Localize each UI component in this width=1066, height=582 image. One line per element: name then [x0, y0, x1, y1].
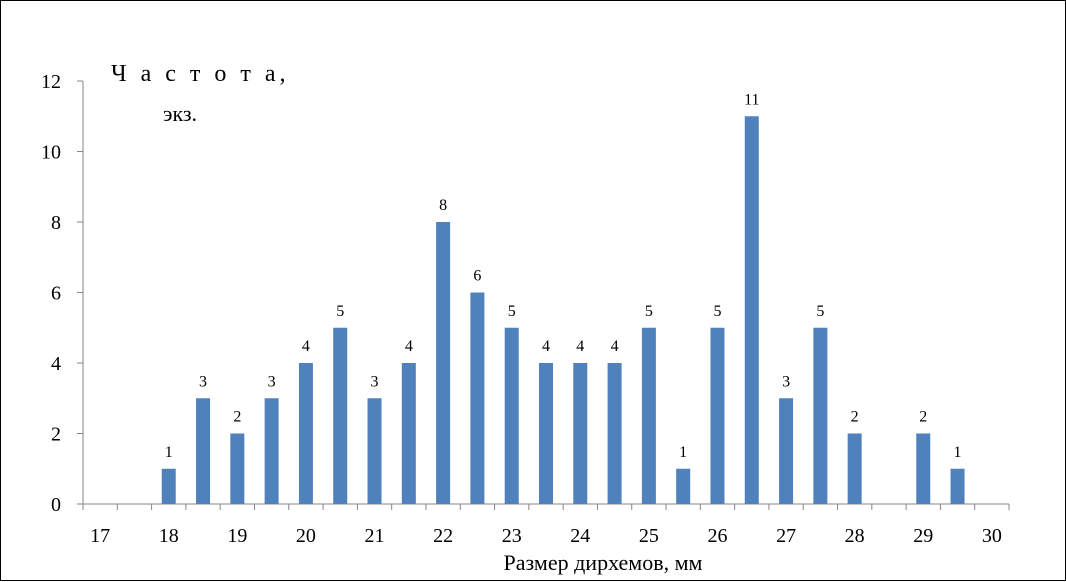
x-tick-label: 29 [913, 525, 933, 547]
bar [710, 327, 725, 504]
bar [367, 398, 382, 504]
bar-data-label: 4 [405, 338, 413, 355]
bar-data-label: 2 [851, 409, 859, 426]
bar-data-label: 3 [782, 373, 790, 390]
bar-data-label: 5 [713, 303, 721, 320]
bar-data-label: 4 [611, 338, 619, 355]
bar [641, 327, 656, 504]
bar [779, 398, 794, 504]
bar [161, 468, 176, 504]
bar [744, 116, 759, 504]
y-tick-label: 6 [51, 283, 61, 305]
bar [298, 363, 313, 504]
x-tick-label: 22 [433, 525, 453, 547]
bar [401, 363, 416, 504]
bar-data-label: 3 [371, 373, 379, 390]
bar [539, 363, 553, 504]
x-tick-label: 27 [776, 525, 796, 547]
bar [436, 222, 451, 504]
bar [196, 398, 211, 504]
y-axis-label: Ч а с т о т а, [111, 61, 290, 87]
bar-data-label: 1 [679, 444, 687, 461]
bar-data-label: 2 [919, 409, 927, 426]
bar [470, 292, 485, 504]
x-tick-label: 21 [365, 525, 385, 547]
x-tick-label: 24 [570, 525, 590, 547]
bar-data-label: 4 [542, 338, 550, 355]
x-tick-label: 25 [639, 525, 659, 547]
y-tick-label: 8 [51, 212, 61, 234]
bar [333, 327, 348, 504]
bar-data-label: 3 [268, 373, 276, 390]
x-tick-label: 30 [982, 525, 1002, 547]
bar [813, 327, 828, 504]
bar [607, 363, 622, 504]
y-tick-label: 4 [51, 353, 61, 375]
bar [916, 433, 931, 504]
y-tick-label: 0 [51, 494, 61, 516]
bar [847, 433, 862, 504]
bar-data-label: 3 [199, 373, 207, 390]
bar-data-label: 5 [816, 303, 824, 320]
y-tick-label: 12 [41, 71, 61, 93]
bar-data-label: 4 [576, 338, 584, 355]
bar-data-label: 1 [954, 444, 962, 461]
x-axis-label: Размер дирхемов, мм [503, 550, 703, 575]
bar-data-label: 11 [744, 91, 759, 108]
bar-data-label: 5 [336, 303, 344, 320]
x-tick-label: 19 [227, 525, 247, 547]
bar [950, 468, 965, 504]
bar [504, 327, 519, 504]
x-tick-label: 23 [502, 525, 522, 547]
bar [230, 433, 245, 504]
y-tick-label: 2 [51, 424, 61, 446]
bar-data-label: 1 [165, 444, 173, 461]
x-tick-label: 26 [707, 525, 727, 547]
bar-data-label: 2 [233, 409, 241, 426]
bar-data-label: 5 [508, 303, 516, 320]
bar-data-label: 4 [302, 338, 310, 355]
bar [676, 468, 691, 504]
x-tick-label: 17 [90, 525, 110, 547]
x-tick-label: 18 [159, 525, 179, 547]
bar [573, 363, 588, 504]
bar-data-label: 6 [473, 268, 481, 285]
bar-data-label: 8 [439, 197, 447, 214]
bar-data-label: 5 [645, 303, 653, 320]
y-tick-label: 10 [41, 142, 61, 164]
y-axis-unit-label: экз. [163, 101, 198, 126]
bar [264, 398, 279, 504]
x-tick-label: 20 [296, 525, 316, 547]
x-tick-label: 28 [845, 525, 865, 547]
